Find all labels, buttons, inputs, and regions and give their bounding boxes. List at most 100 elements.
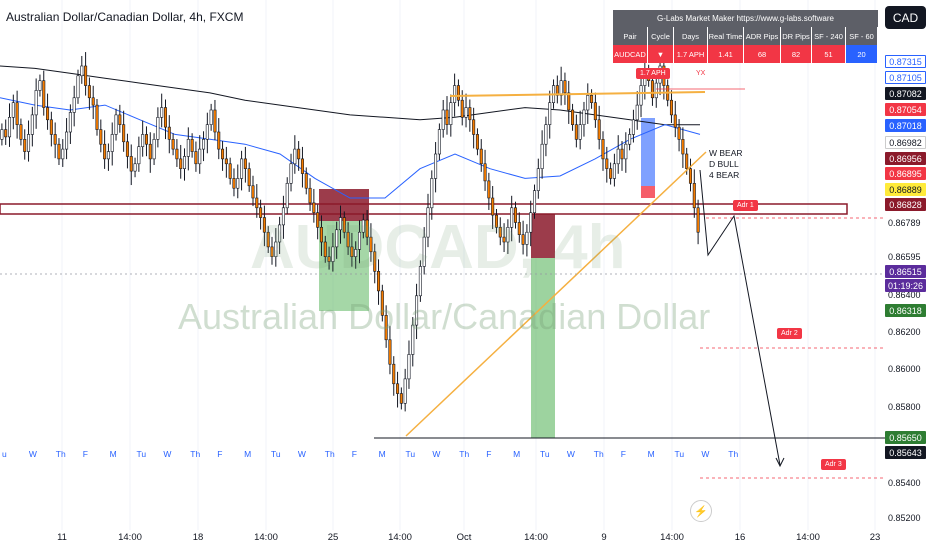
candle-body xyxy=(240,158,244,179)
candle-body xyxy=(544,124,548,145)
price-tick-label: 0.86595 xyxy=(888,252,921,262)
candle-body xyxy=(688,168,693,184)
flash-icon[interactable]: ⚡ xyxy=(690,500,712,522)
candle-body xyxy=(270,246,274,257)
candle-body xyxy=(669,99,673,116)
glabs-table-title: G-Labs Market Maker https://www.g-labs.s… xyxy=(613,10,878,27)
candle-body xyxy=(346,231,350,248)
candle-body xyxy=(384,315,388,341)
candle-body xyxy=(99,129,103,145)
candle-body xyxy=(487,180,491,199)
price-tick-label: 0.85200 xyxy=(888,513,921,523)
candle-body xyxy=(144,134,148,145)
demand-zone xyxy=(531,258,555,438)
candle-body xyxy=(361,219,365,233)
candle-body xyxy=(529,212,533,233)
day-label: W xyxy=(701,449,710,459)
candle-body xyxy=(396,383,400,394)
candle-body xyxy=(4,129,8,138)
candle-body xyxy=(247,168,251,187)
candle-body xyxy=(392,363,396,385)
candle-body xyxy=(228,163,232,179)
candle-body xyxy=(87,85,91,99)
price-level-box: 0.86889 xyxy=(885,183,926,196)
candle-body xyxy=(434,153,438,179)
candle-body xyxy=(251,185,255,199)
candle-body xyxy=(118,114,122,125)
candle-body xyxy=(255,197,259,209)
candle-body xyxy=(563,80,567,94)
price-level-box: 01:19:26 xyxy=(885,279,926,292)
candle-body xyxy=(297,148,301,160)
value-adr-pips: 68 xyxy=(744,45,781,63)
candle-body xyxy=(91,97,95,106)
candle-body xyxy=(506,227,510,243)
price-level-box: 0.85643 xyxy=(885,446,926,459)
candle-body xyxy=(593,102,597,121)
header-real-time: Real Time xyxy=(708,27,744,45)
price-level-box: 0.86318 xyxy=(885,304,926,317)
candle-body xyxy=(612,163,616,179)
glabs-table-values: AUDCAD ▼ 1.7 APH 1.41 68 82 51 20 xyxy=(613,45,878,63)
candle-body xyxy=(152,139,156,160)
candle-body xyxy=(80,65,84,77)
candle-body xyxy=(620,148,624,160)
candle-body xyxy=(628,134,632,145)
price-level-box: 0.86828 xyxy=(885,198,926,211)
candle-body xyxy=(464,107,468,118)
price-level-box: 0.86515 xyxy=(885,265,926,278)
candle-body xyxy=(418,266,422,297)
candle-body xyxy=(323,241,327,257)
candle-body xyxy=(380,290,384,316)
day-label: W xyxy=(432,449,441,459)
candle-body xyxy=(510,207,514,228)
price-level-box: 0.86895 xyxy=(885,167,926,180)
time-tick-label: Oct xyxy=(456,532,472,543)
bias-daily: D BULL xyxy=(709,159,739,169)
candle-body xyxy=(217,131,221,150)
candle-body xyxy=(567,92,571,111)
candle-body xyxy=(300,158,304,174)
day-label: Th xyxy=(593,449,604,459)
header-cycle: Cycle xyxy=(648,27,674,45)
candle-body xyxy=(46,107,50,121)
candle-body xyxy=(133,163,137,172)
price-level-box: 0.85650 xyxy=(885,431,926,444)
candle-body xyxy=(11,102,15,118)
currency-button[interactable]: CAD xyxy=(885,6,926,29)
price-level-box: 0.87315 xyxy=(885,55,926,68)
time-tick-label: 14:00 xyxy=(660,532,684,543)
candle-body xyxy=(190,139,194,152)
candle-body xyxy=(129,156,133,172)
price-level-box: 0.87082 xyxy=(885,87,926,100)
candle-body xyxy=(335,229,339,248)
candle-body xyxy=(597,119,601,140)
candle-body xyxy=(259,207,263,218)
candle-body xyxy=(179,158,183,169)
day-label: Th xyxy=(190,449,201,459)
candle-body xyxy=(95,104,99,130)
value-days: 1.7 APH xyxy=(674,45,708,63)
candle-body xyxy=(559,80,563,96)
price-tick-label: 0.86000 xyxy=(888,364,921,374)
day-label: W xyxy=(163,449,172,459)
time-tick-label: 16 xyxy=(734,532,746,543)
candle-body xyxy=(312,202,316,213)
candle-body xyxy=(30,114,34,135)
candle-body xyxy=(373,251,377,272)
projection-arrowhead xyxy=(775,457,785,468)
candle-body xyxy=(437,129,441,155)
candle-body xyxy=(460,99,464,118)
value-sf-60: 20 xyxy=(846,45,878,63)
time-tick-label: 18 xyxy=(192,532,204,543)
chart-title[interactable]: Australian Dollar/Canadian Dollar, 4h, F… xyxy=(6,10,244,24)
candle-body xyxy=(475,134,479,150)
candle-body xyxy=(289,163,293,184)
candle-body xyxy=(540,143,544,169)
candle-body xyxy=(532,190,537,213)
candle-body xyxy=(319,227,323,243)
candle-body xyxy=(61,148,65,160)
watermark-ticker: AUDCAD, 4h xyxy=(250,213,626,282)
candle-body xyxy=(110,134,114,152)
